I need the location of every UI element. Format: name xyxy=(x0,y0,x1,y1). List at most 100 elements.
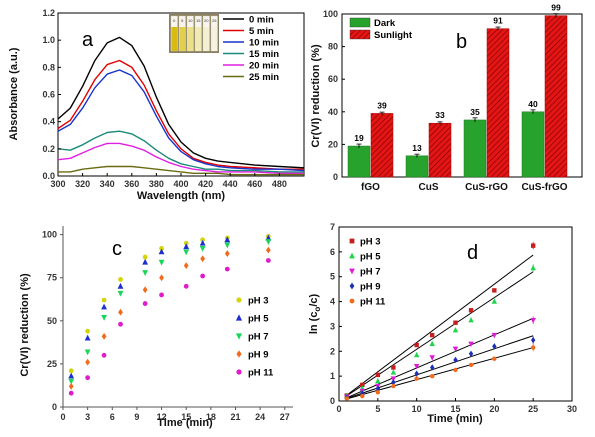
panel-c-point-3 xyxy=(101,332,107,340)
panel-c-xtick-label: 24 xyxy=(255,412,265,422)
panel-d-legend-marker-1 xyxy=(349,252,355,259)
panel-d-point-2 xyxy=(429,355,435,361)
panel-d-point-1 xyxy=(452,326,459,333)
panel-c-point-1 xyxy=(117,282,124,289)
panel-b-category-label-3: CuS-frGO xyxy=(521,182,567,193)
panel-c-ylabel: Cr(VI) reduction (%) xyxy=(19,273,31,377)
panel-d-point-1 xyxy=(429,340,435,347)
panel-c-point-3 xyxy=(183,262,189,270)
panel-b-bar-sunlight-3 xyxy=(544,15,568,178)
panel-c-point-4 xyxy=(68,390,74,396)
panel-d-legend-label-3: pH 9 xyxy=(360,282,381,293)
panel-b-category-label-2: CuS-rGO xyxy=(465,182,508,193)
panel-c-ytick-label: 75 xyxy=(47,273,57,283)
panel-c-point-2 xyxy=(142,270,149,276)
panel-b-ytick-label: 20 xyxy=(328,139,338,149)
panel-c-point-2 xyxy=(224,242,231,249)
panel-d-ytick-label: 2 xyxy=(330,346,335,356)
panel-d-point-3 xyxy=(430,364,435,371)
panel-a-legend-label-5: 25 min xyxy=(249,72,279,83)
panel-d-point-4 xyxy=(453,367,458,373)
panel-c-point-1 xyxy=(68,372,75,379)
panel-d-ylabel-end: /c) xyxy=(308,293,320,306)
panel-c-legend-label-1: pH 5 xyxy=(248,314,269,325)
panel-d-point-1 xyxy=(375,377,381,384)
panel-c-point-0 xyxy=(118,277,123,282)
panel-c-xtick-label: 18 xyxy=(206,412,216,422)
panel-c-xtick-label: 3 xyxy=(85,412,90,422)
panel-c-legend-label-3: pH 9 xyxy=(248,350,269,361)
panel-a-legend-label-1: 5 min xyxy=(249,26,274,37)
panel-c-point-3 xyxy=(118,308,123,316)
panel-a-vial-label: 25 xyxy=(212,18,217,23)
panel-a-xtick-label: 480 xyxy=(272,179,287,189)
panel-c-legend-marker-0 xyxy=(236,297,242,303)
panel-d-point-4 xyxy=(391,383,396,389)
panel-d-point-1 xyxy=(491,298,498,304)
panel-c-legend-marker-3 xyxy=(236,350,242,358)
panel-b-letter: b xyxy=(456,31,467,53)
panel-c-point-3 xyxy=(142,286,148,294)
panel-d-point-4 xyxy=(430,373,435,379)
panel-a-xtick-label: 340 xyxy=(100,179,115,189)
panel-a-xtick-label: 460 xyxy=(247,179,262,189)
panel-b-ytick-label: 60 xyxy=(328,74,338,84)
panel-c-point-1 xyxy=(101,303,107,310)
panel-d-ytick-label: 1 xyxy=(330,371,335,381)
panel-c-ytick-label: 100 xyxy=(42,230,57,240)
panel-a-xtick-label: 300 xyxy=(50,179,65,189)
panel-c-point-0 xyxy=(142,254,148,260)
panel-d-point-0 xyxy=(468,308,474,313)
panel-c-points xyxy=(68,233,272,396)
panel-a-vial-liquid xyxy=(203,27,210,51)
panel-a-vial-label: 0 xyxy=(173,18,176,23)
panel-b-legend-label-1: Sunlight xyxy=(374,30,413,41)
panel-c-point-4 xyxy=(142,301,148,306)
panel-d-legend-marker-0 xyxy=(349,238,355,244)
panel-d-point-1 xyxy=(390,369,397,375)
panel-d-xtick-label: 0 xyxy=(336,404,341,414)
panel-d-legend-label-4: pH 11 xyxy=(360,297,386,308)
panel-a-xtick-label: 380 xyxy=(149,179,164,189)
panel-c-point-3 xyxy=(224,250,230,257)
panel-a-legend-label-4: 20 min xyxy=(249,61,279,72)
panel-d-point-0 xyxy=(453,320,458,325)
panel-d-legend: pH 3 pH 5 pH 7 pH 9 pH 11 xyxy=(349,237,386,308)
panel-a-legend-label-2: 10 min xyxy=(249,38,279,49)
panel-b-ytick-label: 40 xyxy=(328,107,338,117)
panel-c-point-1 xyxy=(199,239,206,246)
panel-c-point-2 xyxy=(68,378,75,385)
panel-d-ytick-label: 7 xyxy=(330,222,335,232)
panel-d-xlabel: Time (min) xyxy=(427,413,483,425)
panel-b-bar-sunlight-1 xyxy=(428,122,452,178)
panel-d-xtick-label: 25 xyxy=(528,404,538,414)
panel-a-ytick-label: 0.6 xyxy=(42,90,55,100)
panel-d-legend-label-0: pH 3 xyxy=(360,237,381,248)
panel-a-series-line-2 xyxy=(57,69,305,172)
panel-c-point-3 xyxy=(159,274,164,282)
panel-c-point-2 xyxy=(183,249,190,256)
panel-a-vial-label: 20 xyxy=(204,18,209,23)
panel-b-category-label-1: CuS xyxy=(419,182,439,193)
panel-d-ytick-label: 3 xyxy=(330,321,335,331)
panel-a-inset-vials: 0 5 10 15 20 25 xyxy=(169,13,219,53)
panel-c-point-4 xyxy=(85,375,91,381)
panel-a-vial-label: 5 xyxy=(181,18,184,23)
panel-b-data-label: 39 xyxy=(377,100,387,110)
panel-d-points xyxy=(344,241,536,401)
panel-d-legend-marker-2 xyxy=(349,268,355,275)
panel-d-point-3 xyxy=(391,379,396,386)
panel-d-legend-marker-4 xyxy=(349,298,355,304)
panel-d-point-3 xyxy=(414,370,419,377)
panel-c-point-2 xyxy=(117,290,124,297)
panel-a-series-line-0 xyxy=(57,36,305,169)
panel-c-ytick-label: 25 xyxy=(47,359,57,369)
panel-c-point-0 xyxy=(159,246,164,251)
panel-b-ytick-label: 0 xyxy=(333,172,338,182)
panel-d-ytick-label: 6 xyxy=(330,247,335,257)
panel-c-xtick-label: 6 xyxy=(110,412,115,422)
panel-a-ytick-label: 0.0 xyxy=(42,171,55,181)
panel-c-xtick-label: 0 xyxy=(60,412,65,422)
